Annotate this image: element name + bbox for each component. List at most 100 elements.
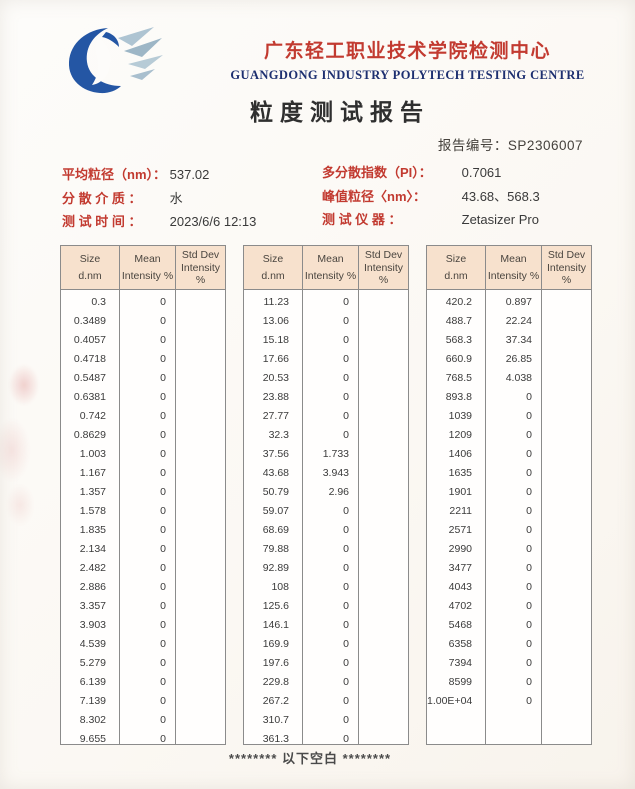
table-cell: 1406: [448, 448, 472, 460]
table-cell: 4702: [448, 600, 472, 612]
table-cell: 0: [160, 581, 166, 593]
table-cell: 3.943: [322, 467, 349, 479]
table-cell: 125.6: [262, 600, 289, 612]
table-cell: 0.4057: [73, 334, 106, 346]
table-cell: 660.9: [445, 353, 472, 365]
table-cell: 5468: [448, 619, 472, 631]
mean-column-header: Mean Intensity %: [120, 246, 175, 290]
table-cell: 3.903: [79, 619, 106, 631]
mean-column-header: Mean Intensity %: [486, 246, 541, 290]
table-cell: 68.69: [262, 524, 289, 536]
meta-test-time-value: 2023/6/6 12:13: [169, 214, 257, 229]
table-cell: 0.3: [91, 296, 106, 308]
table-cell: 4.539: [79, 638, 106, 650]
table-cell: 0: [343, 638, 349, 650]
table-cell: 0: [160, 733, 166, 745]
size-values: 11.23 13.06 15.18 17.66 20.53 23.88 27.77 32.3 3…: [244, 290, 302, 749]
table-cell: 0: [526, 448, 532, 460]
header-dnm: d.nm: [261, 269, 285, 282]
table-cell: 768.5: [445, 372, 472, 384]
table-cell: 1.00E+04: [427, 695, 473, 707]
table-cell: 0: [526, 638, 532, 650]
meta-dispersant-value: 水: [169, 191, 183, 206]
stddev-column-header: Std Dev Intensity %: [542, 246, 591, 290]
mean-column: Mean Intensity % 0.897 22.24 37.34 26.85 4.0…: [485, 246, 541, 744]
table-cell: 0: [160, 676, 166, 688]
table-cell: 0: [160, 638, 166, 650]
size-column-header: Size d.nm: [427, 246, 485, 290]
table-cell: 267.2: [262, 695, 289, 707]
table-cell: 6.139: [79, 676, 106, 688]
table-cell: 37.56: [262, 448, 289, 460]
mean-column-header: Mean Intensity %: [303, 246, 358, 290]
table-cell: 8599: [448, 676, 472, 688]
size-column: Size d.nm 420.2 488.7 568.3 660.9 768.5 893.8…: [427, 246, 485, 744]
table-cell: 0: [343, 429, 349, 441]
table-cell: 0: [526, 505, 532, 517]
table-cell: 0.5487: [73, 372, 106, 384]
stddev-column-header: Std Dev Intensity %: [359, 246, 408, 290]
table-cell: 0: [160, 429, 166, 441]
table-cell: 1209: [448, 429, 472, 441]
table-cell: 0: [160, 410, 166, 422]
table-cell: 169.9: [262, 638, 289, 650]
table-cell: 1901: [448, 486, 472, 498]
table-cell: 488.7: [445, 315, 472, 327]
table-cell: 0: [343, 676, 349, 688]
table-cell: 0: [160, 695, 166, 707]
document-title: 粒度测试报告: [250, 99, 430, 125]
stddev-column: Std Dev Intensity %: [358, 246, 408, 744]
header-intensity: Intensity %: [363, 261, 404, 286]
table-cell: 27.77: [262, 410, 289, 422]
meta-dispersant-label: 分 散 介 质 ：: [62, 191, 142, 206]
header-intensity: Intensity %: [121, 269, 174, 282]
table-cell: 5.279: [79, 657, 106, 669]
table-cell: 146.1: [262, 619, 289, 631]
table-cell: 0.897: [505, 296, 532, 308]
table-cell: 0: [160, 296, 166, 308]
table-cell: 310.7: [262, 714, 289, 726]
meta-peak-size: 峰值粒径〈nm〉： 43.68、568.3: [322, 186, 540, 205]
stddev-values: [176, 290, 225, 293]
table-cell: 2.134: [79, 543, 106, 555]
stddev-column: Std Dev Intensity %: [541, 246, 591, 744]
table-cell: 0: [160, 600, 166, 612]
table-cell: 0: [343, 714, 349, 726]
meta-instrument-label: 测 试 仪 器 ：: [322, 212, 402, 227]
meta-peak-size-label: 峰值粒径〈nm〉：: [322, 189, 427, 204]
table-cell: 0.742: [79, 410, 106, 422]
header-size: Size: [262, 253, 284, 266]
table-cell: 568.3: [445, 334, 472, 346]
table-cell: 0: [526, 486, 532, 498]
report-number-label: 报告编号：: [437, 138, 508, 153]
table-cell: 2.96: [328, 486, 349, 498]
table-cell: 8.302: [79, 714, 106, 726]
table-cell: 92.89: [262, 562, 289, 574]
table-cell: 0: [160, 486, 166, 498]
header-mean: Mean: [317, 253, 344, 266]
table-cell: 0: [343, 619, 349, 631]
table-cell: 0: [160, 391, 166, 403]
mean-values: 0 0 0 0 0 0 0 0 1.733 3.943 2.96 0 0 0 0 0 0 0 0 0 0 0 0 0: [303, 290, 358, 749]
table-cell: 0.4718: [73, 353, 106, 365]
table-cell: 1.357: [79, 486, 106, 498]
table-cell: 0: [160, 562, 166, 574]
header-mean: Mean: [500, 253, 527, 266]
size-values: 0.3 0.3489 0.4057 0.4718 0.5487 0.6381 0.742 0.…: [61, 290, 119, 749]
table-cell: 0: [343, 315, 349, 327]
size-column-header: Size d.nm: [244, 246, 302, 290]
table-cell: 893.8: [445, 391, 472, 403]
table-cell: 22.24: [505, 315, 532, 327]
header-size: Size: [79, 253, 101, 266]
table-cell: 37.34: [505, 334, 532, 346]
table-cell: 0: [526, 657, 532, 669]
table-cell: 0: [343, 334, 349, 346]
header-org-block: 广东轻工职业技术学院检测中心 GUANGDONG INDUSTRY POLYTE…: [205, 36, 610, 83]
table-cell: 0: [526, 581, 532, 593]
table-cell: 0: [160, 657, 166, 669]
table-cell: 0: [526, 695, 532, 707]
header-stddev: Std Dev: [364, 249, 403, 262]
table-cell: 0: [160, 334, 166, 346]
table-cell: 0: [160, 524, 166, 536]
size-values: 420.2 488.7 568.3 660.9 768.5 893.8 1039 1209 14…: [427, 290, 485, 711]
